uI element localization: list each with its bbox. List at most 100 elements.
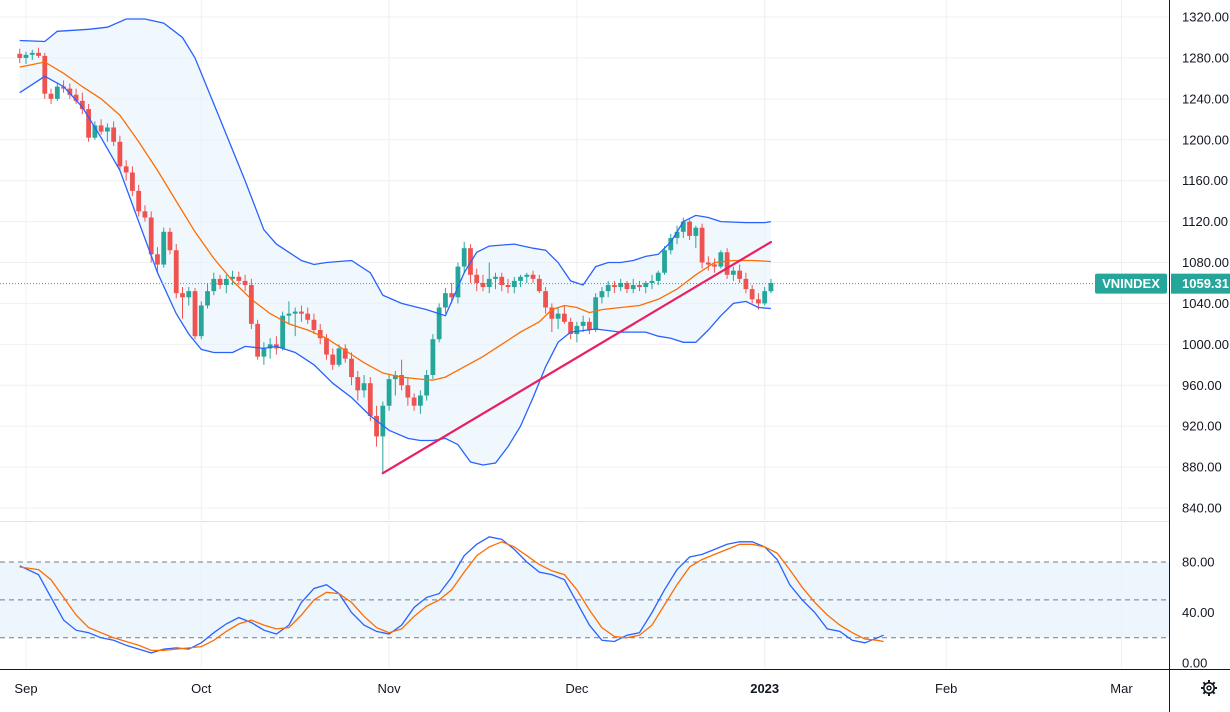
candle-body[interactable] <box>593 297 599 331</box>
candle-body[interactable] <box>136 190 142 212</box>
candle-body[interactable] <box>286 313 292 316</box>
stoch-k-line[interactable] <box>19 536 884 654</box>
candle-body[interactable] <box>555 313 561 319</box>
candle-body[interactable] <box>612 285 617 288</box>
candle-body[interactable] <box>486 278 492 288</box>
candle-body[interactable] <box>680 221 686 232</box>
candle-body[interactable] <box>111 127 117 142</box>
candle-body[interactable] <box>561 313 567 322</box>
candle-body[interactable] <box>336 348 342 365</box>
candle-body[interactable] <box>712 264 717 267</box>
candle-body[interactable] <box>330 354 336 365</box>
candle-body[interactable] <box>743 278 749 290</box>
candle-body[interactable] <box>61 86 66 89</box>
candle-body[interactable] <box>411 397 417 406</box>
candle-body[interactable] <box>211 278 217 292</box>
candle-body[interactable] <box>768 282 774 292</box>
gear-icon[interactable] <box>1201 680 1217 696</box>
candle-body[interactable] <box>605 285 611 292</box>
candle-body[interactable] <box>687 221 692 236</box>
candle-body[interactable] <box>430 339 436 376</box>
candle-body[interactable] <box>242 280 248 286</box>
candle-body[interactable] <box>474 274 480 283</box>
candle-body[interactable] <box>198 305 204 337</box>
candle-body[interactable] <box>342 348 348 359</box>
candle-body[interactable] <box>236 276 242 281</box>
bollinger-middle-line[interactable] <box>19 61 771 381</box>
candle-body[interactable] <box>161 231 167 265</box>
candle-body[interactable] <box>167 231 173 251</box>
candle-body[interactable] <box>36 52 41 56</box>
price-pane[interactable] <box>0 18 1095 475</box>
candle-body[interactable] <box>48 93 54 99</box>
candle-body[interactable] <box>662 250 667 273</box>
candle-body[interactable] <box>424 375 430 396</box>
candle-body[interactable] <box>367 383 373 416</box>
stoch-d-line[interactable] <box>19 541 884 652</box>
candle-body[interactable] <box>73 94 79 101</box>
candle-body[interactable] <box>67 88 73 95</box>
candle-body[interactable] <box>543 291 548 308</box>
candle-body[interactable] <box>217 278 223 286</box>
candle-body[interactable] <box>230 276 235 279</box>
candle-body[interactable] <box>299 311 304 314</box>
candle-body[interactable] <box>142 211 148 218</box>
candle-body[interactable] <box>311 319 317 331</box>
candle-body[interactable] <box>599 291 605 298</box>
candle-body[interactable] <box>724 252 730 275</box>
candle-body[interactable] <box>98 125 104 132</box>
candle-body[interactable] <box>624 282 630 290</box>
candle-body[interactable] <box>17 53 23 58</box>
candle-body[interactable] <box>637 285 642 288</box>
candle-body[interactable] <box>568 321 574 335</box>
candle-body[interactable] <box>248 285 254 324</box>
candle-body[interactable] <box>117 141 123 167</box>
symbol-tag[interactable] <box>1095 273 1167 294</box>
candle-body[interactable] <box>186 291 192 298</box>
candle-body[interactable] <box>192 291 198 337</box>
candle-body[interactable] <box>737 270 743 279</box>
candle-body[interactable] <box>405 385 411 398</box>
candle-body[interactable] <box>643 282 649 288</box>
candle-body[interactable] <box>549 307 555 319</box>
candle-body[interactable] <box>148 217 154 255</box>
candle-body[interactable] <box>349 358 354 378</box>
candle-body[interactable] <box>511 280 517 288</box>
candle-body[interactable] <box>756 299 761 304</box>
candle-body[interactable] <box>718 252 724 267</box>
candle-body[interactable] <box>505 285 511 288</box>
candle-body[interactable] <box>461 248 467 267</box>
candle-body[interactable] <box>380 405 386 437</box>
candle-body[interactable] <box>386 379 392 406</box>
candle-body[interactable] <box>374 415 379 437</box>
candle-body[interactable] <box>530 274 536 279</box>
candle-body[interactable] <box>79 100 85 110</box>
candle-body[interactable] <box>455 266 461 298</box>
candle-body[interactable] <box>630 285 636 290</box>
bollinger-lower-line[interactable] <box>19 75 771 466</box>
candle-body[interactable] <box>749 289 755 300</box>
candle-body[interactable] <box>524 274 530 277</box>
candle-body[interactable] <box>130 172 135 191</box>
candle-body[interactable] <box>493 276 498 279</box>
candle-body[interactable] <box>155 254 160 265</box>
candle-body[interactable] <box>674 231 680 238</box>
candle-body[interactable] <box>436 307 442 340</box>
candle-body[interactable] <box>305 313 311 320</box>
candle-body[interactable] <box>223 278 229 286</box>
candle-body[interactable] <box>399 375 404 386</box>
candle-body[interactable] <box>518 276 523 281</box>
candle-body[interactable] <box>42 55 48 94</box>
candle-body[interactable] <box>255 323 261 357</box>
candle-body[interactable] <box>574 325 580 335</box>
candle-body[interactable] <box>292 311 298 314</box>
candle-body[interactable] <box>443 293 448 308</box>
oscillator-pane[interactable] <box>0 536 1169 654</box>
candle-body[interactable] <box>699 227 705 263</box>
candle-body[interactable] <box>324 338 329 355</box>
candle-body[interactable] <box>173 250 179 294</box>
candle-body[interactable] <box>762 291 768 304</box>
candle-body[interactable] <box>587 321 592 331</box>
candle-body[interactable] <box>392 375 398 380</box>
